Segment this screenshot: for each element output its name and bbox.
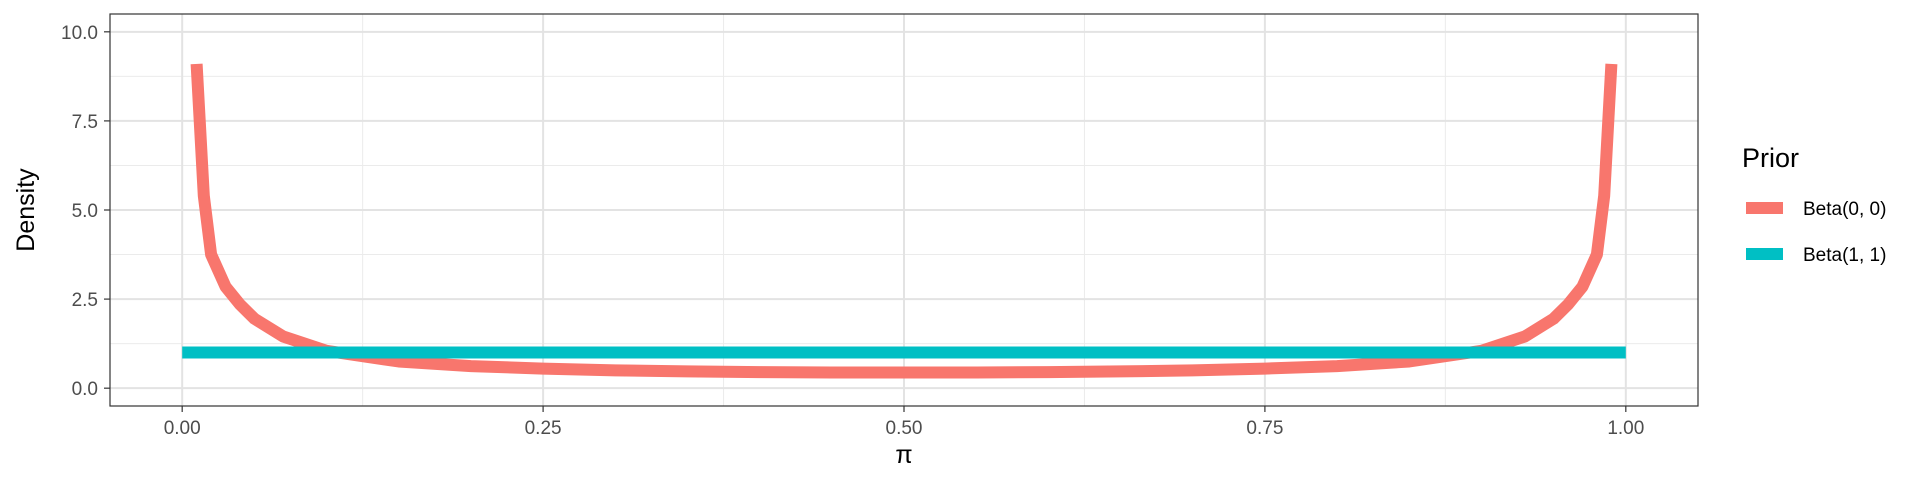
y-tick-label: 2.5 bbox=[72, 290, 98, 311]
legend: Prior Beta(0, 0) Beta(1, 1) bbox=[1742, 143, 1886, 266]
grid-major bbox=[110, 14, 1698, 406]
y-tick-label: 10.0 bbox=[61, 23, 98, 44]
y-axis-title: Density bbox=[12, 168, 40, 252]
x-axis-title: π bbox=[895, 441, 912, 469]
x-tick-label: 0.75 bbox=[1246, 418, 1283, 439]
x-tick-label: 0.50 bbox=[886, 418, 923, 439]
series-line-beta-0-0 bbox=[190, 63, 1618, 379]
y-tick-label: 0.0 bbox=[72, 379, 98, 400]
y-tick-label: 5.0 bbox=[72, 201, 98, 222]
y-axis: 0.0 2.5 5.0 7.5 10.0 bbox=[61, 23, 110, 400]
legend-title: Prior bbox=[1742, 143, 1799, 173]
legend-label-beta-0-0: Beta(0, 0) bbox=[1803, 199, 1886, 220]
x-tick-label: 1.00 bbox=[1607, 418, 1644, 439]
series-layer bbox=[182, 63, 1626, 379]
y-tick-label: 7.5 bbox=[72, 112, 98, 133]
legend-label-beta-1-1: Beta(1, 1) bbox=[1803, 245, 1886, 266]
x-tick-label: 0.00 bbox=[164, 418, 201, 439]
x-axis: 0.00 0.25 0.50 0.75 1.00 bbox=[164, 406, 1644, 439]
x-tick-label: 0.25 bbox=[525, 418, 562, 439]
